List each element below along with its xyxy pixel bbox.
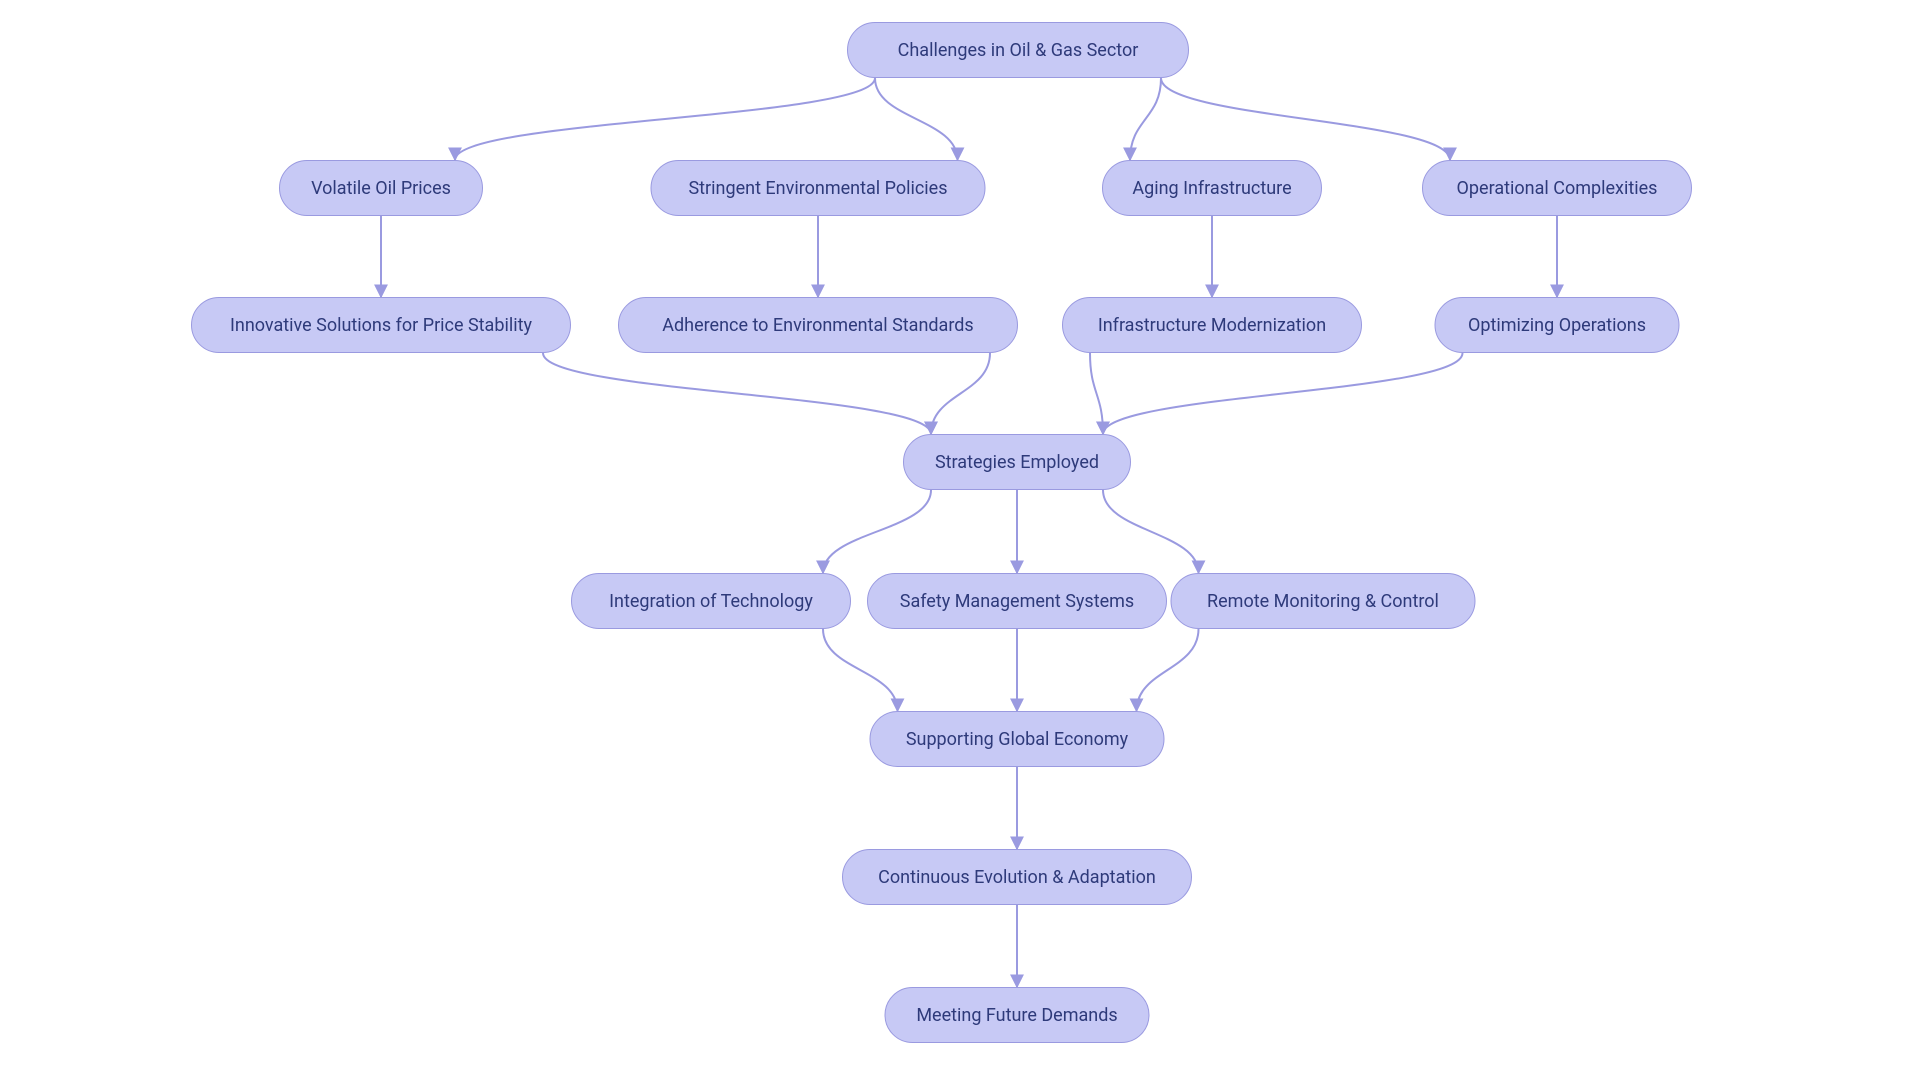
edge-root-c4 [1161, 78, 1450, 160]
node-g3: Meeting Future Demands [885, 987, 1150, 1043]
node-strat: Strategies Employed [903, 434, 1131, 490]
node-c2: Stringent Environmental Policies [651, 160, 986, 216]
node-c3: Aging Infrastructure [1102, 160, 1322, 216]
node-c1: Volatile Oil Prices [279, 160, 483, 216]
node-t1: Integration of Technology [571, 573, 851, 629]
node-s1: Innovative Solutions for Price Stability [191, 297, 571, 353]
edge-s3-strat [1090, 353, 1103, 434]
node-g2: Continuous Evolution & Adaptation [842, 849, 1192, 905]
edge-t1-g1 [823, 629, 898, 711]
edge-strat-t1 [823, 490, 931, 573]
edge-s4-strat [1103, 353, 1463, 434]
node-s2: Adherence to Environmental Standards [618, 297, 1018, 353]
edge-root-c2 [875, 78, 958, 160]
node-root: Challenges in Oil & Gas Sector [847, 22, 1189, 78]
edge-root-c1 [455, 78, 875, 160]
edge-s1-strat [543, 353, 931, 434]
edge-strat-t3 [1103, 490, 1199, 573]
node-s3: Infrastructure Modernization [1062, 297, 1362, 353]
edge-t3-g1 [1137, 629, 1199, 711]
edge-s2-strat [931, 353, 990, 434]
flowchart-canvas: Challenges in Oil & Gas Sector Volatile O… [0, 0, 1920, 1080]
node-c4: Operational Complexities [1422, 160, 1692, 216]
node-s4: Optimizing Operations [1435, 297, 1680, 353]
node-g1: Supporting Global Economy [870, 711, 1165, 767]
edge-root-c3 [1130, 78, 1161, 160]
node-t2: Safety Management Systems [867, 573, 1167, 629]
node-t3: Remote Monitoring & Control [1171, 573, 1476, 629]
